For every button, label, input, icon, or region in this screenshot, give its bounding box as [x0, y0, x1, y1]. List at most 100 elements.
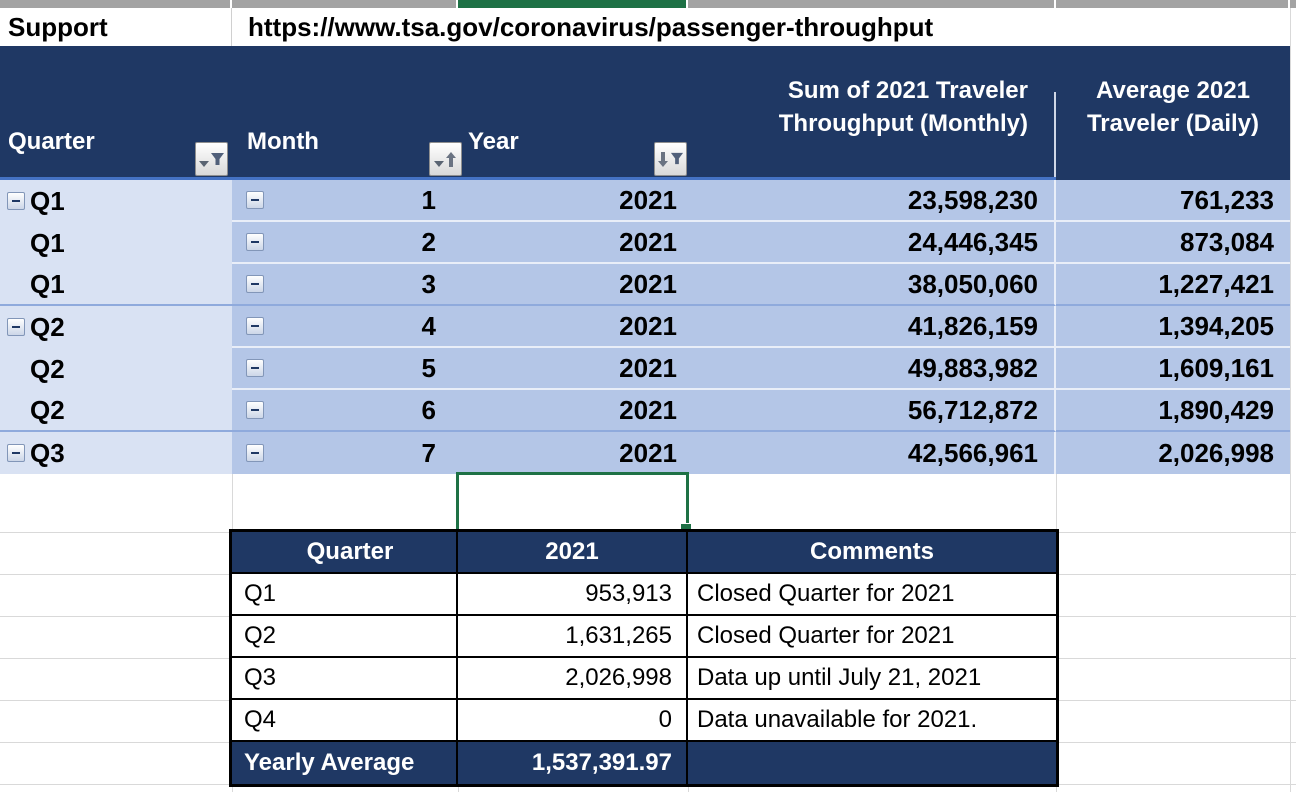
sort-descending-icon: [658, 151, 668, 167]
dropdown-icon: [434, 161, 444, 167]
collapse-month-button[interactable]: [246, 401, 264, 419]
summary-comment-cell[interactable]: Closed Quarter for 2021: [688, 574, 1056, 616]
collapse-month-button[interactable]: [246, 191, 264, 209]
month-cell[interactable]: 5: [232, 348, 458, 390]
month-cell[interactable]: 4: [232, 306, 458, 348]
collapse-month-button[interactable]: [246, 275, 264, 293]
collapse-month-button[interactable]: [246, 359, 264, 377]
collapse-group-button[interactable]: [7, 318, 25, 336]
month-value: 3: [421, 268, 436, 299]
summary-quarter-cell[interactable]: Q4: [232, 700, 458, 742]
average-column-header[interactable]: Average 2021 Traveler (Daily): [1086, 77, 1260, 137]
sum-cell[interactable]: 38,050,060: [688, 264, 1056, 306]
summary-header-year[interactable]: 2021: [458, 532, 688, 574]
summary-header-quarter[interactable]: Quarter: [232, 532, 458, 574]
month-cell[interactable]: 2: [232, 222, 458, 264]
collapse-month-button[interactable]: [246, 444, 264, 462]
average-cell[interactable]: 1,890,429: [1056, 390, 1290, 432]
pivot-row: Q3 7 2021 42,566,961 2,026,998: [0, 432, 1290, 474]
collapse-month-button[interactable]: [246, 317, 264, 335]
summary-total-empty[interactable]: [688, 742, 1056, 784]
quarter-cell[interactable]: Q1: [0, 264, 232, 306]
support-cell[interactable]: Support: [0, 8, 232, 46]
year-cell[interactable]: 2021: [458, 264, 688, 306]
quarter-label: Q1: [30, 268, 65, 299]
month-cell[interactable]: 3: [232, 264, 458, 306]
url-text: https://www.tsa.gov/coronavirus/passenge…: [248, 11, 934, 42]
average-cell[interactable]: 1,394,205: [1056, 306, 1290, 348]
collapse-month-button[interactable]: [246, 233, 264, 251]
header-column-divider: [1054, 92, 1056, 226]
average-cell[interactable]: 2,026,998: [1056, 432, 1290, 474]
quarter-cell[interactable]: Q1: [0, 180, 232, 222]
average-cell[interactable]: 1,609,161: [1056, 348, 1290, 390]
summary-total-label[interactable]: Yearly Average: [232, 742, 458, 784]
summary-value-cell[interactable]: 1,631,265: [458, 616, 688, 658]
url-cell[interactable]: https://www.tsa.gov/coronavirus/passenge…: [232, 8, 1290, 46]
dropdown-icon: [198, 161, 209, 167]
quarter-column-header[interactable]: Quarter: [8, 128, 95, 155]
year-cell[interactable]: 2021: [458, 306, 688, 348]
year-cell[interactable]: 2021: [458, 348, 688, 390]
summary-quarter-cell[interactable]: Q3: [232, 658, 458, 700]
year-cell[interactable]: 2021: [458, 390, 688, 432]
gridline: [1056, 574, 1296, 575]
summary-quarter-cell[interactable]: Q2: [232, 616, 458, 658]
average-cell[interactable]: 1,227,421: [1056, 264, 1290, 306]
summary-header-comments[interactable]: Comments: [688, 532, 1056, 574]
quarter-cell[interactable]: Q1: [0, 222, 232, 264]
sum-cell[interactable]: 42,566,961: [688, 432, 1056, 474]
month-value: 6: [421, 394, 436, 425]
gridline: [1290, 8, 1291, 792]
gridline: [1056, 658, 1296, 659]
month-column-header[interactable]: Month: [247, 128, 319, 155]
month-sort-button[interactable]: [429, 142, 462, 176]
month-cell[interactable]: 6: [232, 390, 458, 432]
summary-total-value[interactable]: 1,537,391.97: [458, 742, 688, 784]
gridline: [0, 616, 232, 617]
month-value: 7: [421, 437, 436, 468]
month-value: 4: [421, 310, 436, 341]
quarter-cell[interactable]: Q2: [0, 306, 232, 348]
quarter-label: Q2: [30, 394, 65, 425]
sum-column-header[interactable]: Sum of 2021 Traveler Throughput (Monthly…: [778, 77, 1028, 137]
summary-value-cell[interactable]: 2,026,998: [458, 658, 688, 700]
collapse-group-button[interactable]: [7, 192, 25, 210]
gridline: [0, 658, 232, 659]
quarter-label: Q1: [30, 185, 65, 216]
summary-comment-cell[interactable]: Data unavailable for 2021.: [688, 700, 1056, 742]
month-cell[interactable]: 1: [232, 180, 458, 222]
collapse-group-button[interactable]: [7, 444, 25, 462]
sum-cell[interactable]: 24,446,345: [688, 222, 1056, 264]
month-value: 1: [421, 184, 436, 215]
support-label: Support: [8, 11, 108, 42]
quarter-filter-button[interactable]: [195, 142, 228, 176]
gridline: [0, 532, 232, 533]
sum-cell[interactable]: 56,712,872: [688, 390, 1056, 432]
selected-cell[interactable]: [456, 472, 692, 535]
summary-comment-cell[interactable]: Closed Quarter for 2021: [688, 616, 1056, 658]
sum-cell[interactable]: 23,598,230: [688, 180, 1056, 222]
summary-comment-cell[interactable]: Data up until July 21, 2021: [688, 658, 1056, 700]
sort-ascending-icon: [446, 151, 456, 167]
average-cell[interactable]: 761,233: [1056, 180, 1290, 222]
quarter-cell[interactable]: Q3: [0, 432, 232, 474]
year-cell[interactable]: 2021: [458, 222, 688, 264]
year-column-header[interactable]: Year: [468, 128, 519, 155]
summary-value-cell[interactable]: 953,913: [458, 574, 688, 616]
quarter-cell[interactable]: Q2: [0, 348, 232, 390]
year-filter-sort-button[interactable]: [654, 142, 687, 176]
pivot-row: Q1 1 2021 23,598,230 761,233: [0, 180, 1290, 222]
year-cell[interactable]: 2021: [458, 180, 688, 222]
sum-cell[interactable]: 41,826,159: [688, 306, 1056, 348]
summary-value-cell[interactable]: 0: [458, 700, 688, 742]
quarter-label: Q1: [30, 227, 65, 258]
average-cell[interactable]: 873,084: [1056, 222, 1290, 264]
summary-quarter-cell[interactable]: Q1: [232, 574, 458, 616]
gridline: [1056, 700, 1296, 701]
quarter-cell[interactable]: Q2: [0, 390, 232, 432]
year-cell[interactable]: 2021: [458, 432, 688, 474]
sum-cell[interactable]: 49,883,982: [688, 348, 1056, 390]
month-cell[interactable]: 7: [232, 432, 458, 474]
